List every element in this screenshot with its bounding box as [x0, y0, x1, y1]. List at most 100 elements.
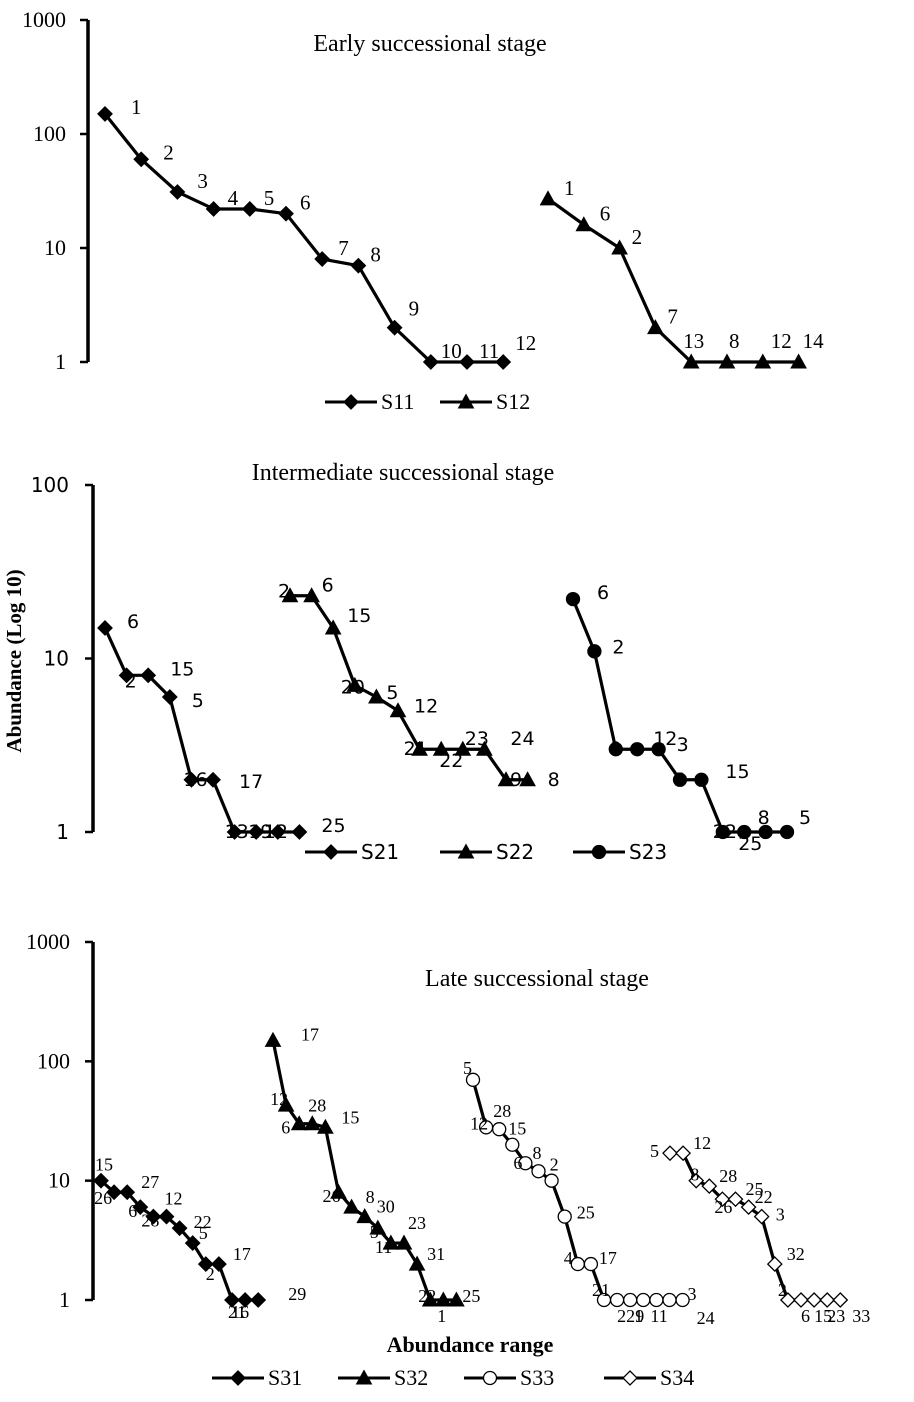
species-label: 31: [427, 1244, 445, 1264]
species-label: 5: [386, 682, 398, 704]
data-point: [727, 1191, 744, 1208]
species-label: 12: [470, 1113, 488, 1133]
y-tick-label: 1: [56, 820, 69, 844]
species-label: 13: [683, 329, 704, 353]
y-tick-label: 1: [59, 1287, 70, 1312]
data-point: [226, 824, 243, 840]
species-label: 8: [548, 769, 560, 791]
y-tick-label: 100: [37, 1048, 70, 1073]
species-label: 21: [404, 738, 428, 760]
legend-label: S32: [394, 1365, 428, 1390]
data-point: [250, 1292, 267, 1308]
legend-entry-s33: S33: [464, 1365, 554, 1390]
data-point: [754, 353, 772, 369]
data-point: [97, 620, 113, 636]
species-label: 25: [738, 833, 762, 855]
data-point: [609, 1292, 625, 1308]
series-s12: 1 62 713 8 12 14: [539, 176, 825, 369]
species-label: 8: [729, 329, 740, 353]
data-point: [495, 354, 512, 370]
data-point: [386, 319, 403, 336]
legend-label: S31: [268, 1365, 302, 1390]
species-label: 22: [617, 1306, 635, 1326]
species-label: 26: [94, 1188, 112, 1208]
species-label: 15: [95, 1155, 113, 1175]
data-point: [608, 742, 623, 757]
species-label: 10: [441, 339, 462, 363]
species-label: 7: [672, 769, 684, 791]
y-tick-label: 100: [33, 121, 66, 146]
species-label: 2: [278, 581, 290, 603]
species-label: 12: [264, 821, 288, 843]
data-point: [651, 742, 666, 757]
data-point: [492, 1122, 507, 1137]
data-point: [649, 1292, 664, 1308]
data-point: [715, 824, 730, 840]
legend-marker: [482, 1370, 498, 1386]
species-label: 4: [564, 1248, 573, 1268]
species-label: 25: [577, 1203, 595, 1223]
legend-marker: [457, 393, 475, 409]
legend-label: S23: [629, 840, 667, 864]
species-label: 28: [493, 1101, 511, 1121]
y-axis-label: Abundance (Log 10): [2, 569, 26, 752]
legend-entry-s31: S31: [212, 1365, 302, 1390]
species-label: 15: [341, 1107, 359, 1127]
data-point: [248, 824, 265, 840]
species-label: 14: [803, 329, 825, 353]
species-label: 6: [128, 1201, 137, 1221]
species-label: 5: [650, 1141, 659, 1161]
legend-label: S22: [496, 840, 534, 864]
data-point: [382, 1234, 400, 1250]
species-label: 7: [338, 236, 349, 260]
species-label: 19: [248, 821, 272, 843]
data-point: [93, 1172, 109, 1189]
data-point: [465, 1072, 481, 1087]
species-label: 6: [322, 575, 334, 597]
data-point: [158, 1208, 175, 1225]
data-point: [432, 740, 450, 756]
species-label: 21: [228, 1302, 246, 1322]
species-label: 28: [719, 1166, 737, 1186]
y-tick-label: 10: [44, 235, 66, 260]
data-point: [531, 1164, 546, 1179]
species-label: 15: [725, 761, 749, 783]
data-point: [237, 1292, 254, 1308]
legend-label: S11: [381, 389, 414, 414]
species-label: 26: [323, 1186, 341, 1206]
data-point: [718, 353, 736, 369]
species-label: 7: [667, 305, 678, 329]
species-label: 15: [347, 605, 371, 627]
legend-marker: [230, 1370, 246, 1386]
y-tick-label: 1000: [26, 929, 70, 954]
species-label: 4: [228, 186, 239, 210]
data-point: [557, 1209, 572, 1224]
species-label: 23: [408, 1213, 426, 1233]
species-label: 6: [600, 202, 611, 226]
data-point: [539, 190, 557, 206]
data-point: [205, 201, 222, 217]
species-label: 30: [377, 1197, 395, 1217]
data-point: [224, 1292, 240, 1308]
data-point: [330, 1183, 347, 1199]
species-label: 2: [125, 670, 137, 692]
legend-label: S33: [520, 1365, 554, 1390]
species-label: 11: [375, 1237, 392, 1257]
data-point: [106, 1184, 123, 1201]
data-point: [672, 772, 688, 787]
species-label: 2: [612, 636, 624, 658]
y-tick-label: 100: [31, 473, 69, 497]
data-point: [459, 354, 475, 370]
legend-entry-s32: S32: [338, 1365, 428, 1390]
data-point: [369, 1219, 387, 1235]
legend-entry-s12: S12: [440, 389, 530, 414]
species-label: 17: [599, 1248, 617, 1268]
data-point: [408, 1255, 426, 1271]
species-label: 8: [366, 1187, 375, 1207]
